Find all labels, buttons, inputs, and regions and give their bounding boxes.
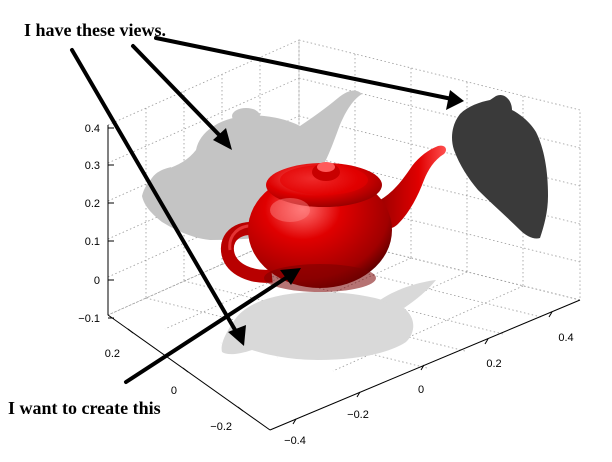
- annotation-arrows: [70, 36, 464, 384]
- back-shadow-knob: [232, 108, 260, 124]
- z-tick-label: 0.3: [85, 160, 100, 172]
- y-tick-label: 0: [171, 385, 177, 397]
- z-tick-label: −0.1: [78, 313, 100, 325]
- y-tick-label: −0.2: [210, 421, 232, 433]
- annotation-have-views: I have these views.: [24, 20, 166, 40]
- z-tick-label: 0.1: [85, 236, 100, 248]
- x-tick-label: 0: [418, 384, 424, 396]
- x-axis: −0.4 −0.2 0 0.2 0.4: [284, 311, 574, 447]
- y-tick-label: 0.2: [105, 348, 120, 360]
- arrow-to-teapot: [124, 272, 294, 384]
- arrow-to-floor-view: [70, 48, 240, 337]
- y-axis: 0.2 0 −0.2: [105, 328, 244, 433]
- z-tick-label: 0.2: [85, 198, 100, 210]
- x-tick-label: 0.2: [486, 358, 501, 370]
- x-tick-label: 0.4: [558, 332, 573, 344]
- arrow-to-back-view: [131, 44, 228, 144]
- teapot-handle: [220, 222, 273, 283]
- x-tick-label: −0.4: [284, 435, 306, 447]
- z-tick-label: 0: [94, 275, 100, 287]
- arrow-to-side-view: [154, 36, 454, 101]
- red-teapot: [220, 145, 446, 292]
- side-shadow-body: [452, 94, 548, 239]
- side-wall-projection: [452, 94, 548, 239]
- x-tick-label: −0.2: [347, 409, 369, 421]
- z-tick-label: 0.4: [85, 123, 100, 135]
- z-axis: 0.4 0.3 0.2 0.1 0 −0.1: [78, 123, 114, 325]
- floor-shadow-spout: [380, 280, 436, 308]
- floor-projection: [221, 280, 436, 360]
- teapot-spout: [378, 145, 446, 229]
- floor-shadow: [221, 292, 414, 360]
- back-shadow-body: [142, 90, 362, 240]
- annotation-want-create: I want to create this: [8, 398, 161, 418]
